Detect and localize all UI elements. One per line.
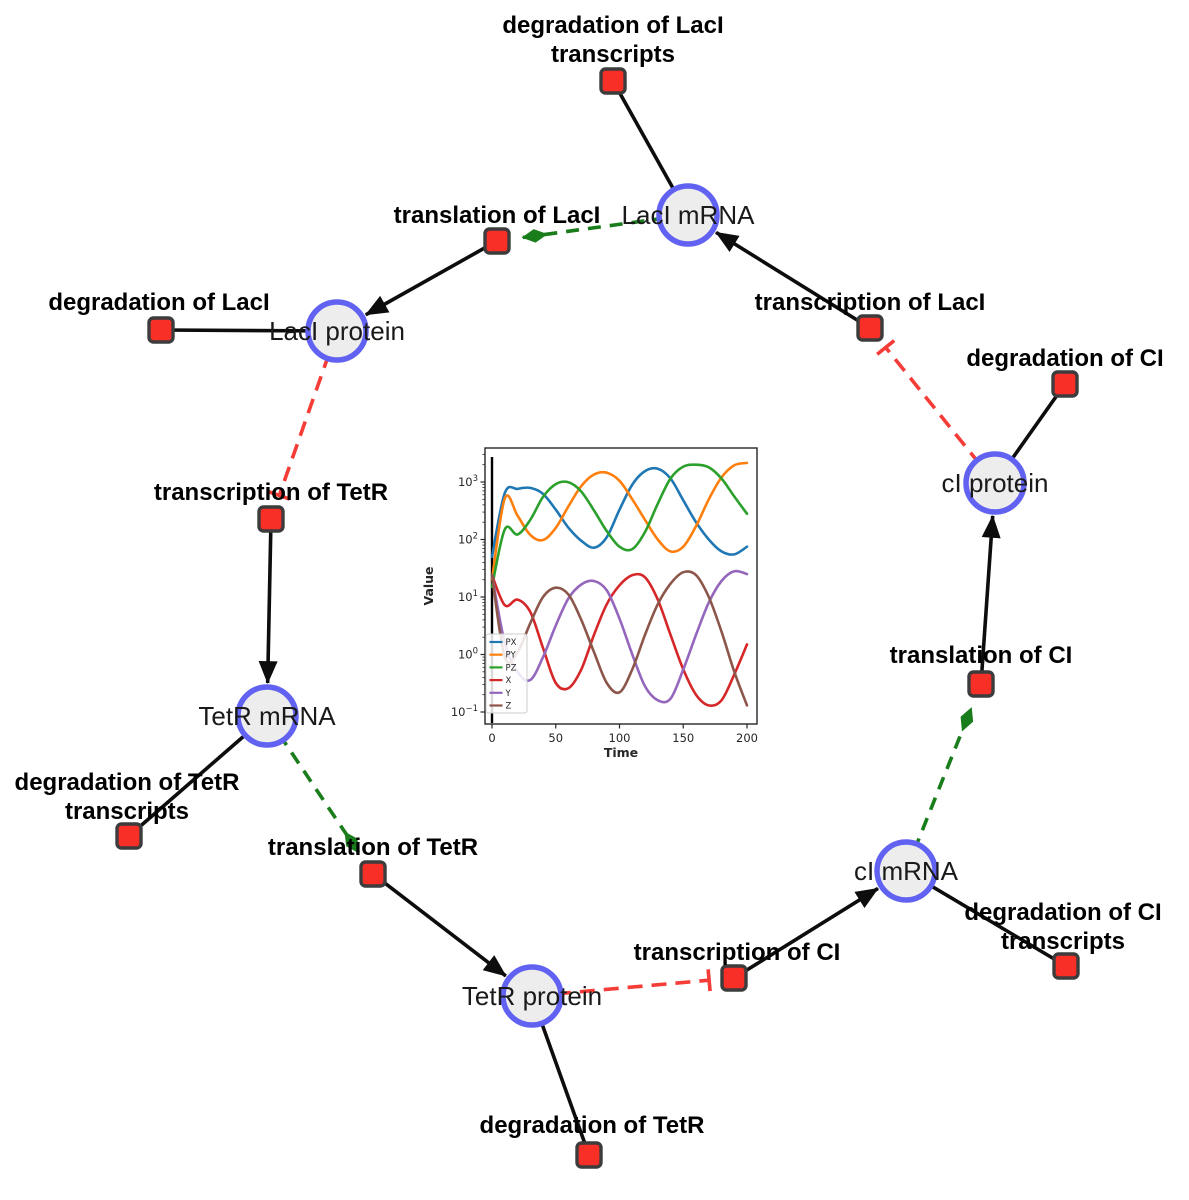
plot-series-group [490, 461, 749, 708]
reaction-node-deg_ci_tx[interactable] [1052, 952, 1080, 980]
time-series-plot: 0 50 100 150 20010310210110010−1TimeValuePXP… [421, 447, 758, 760]
x-tick-label: 50 [548, 731, 563, 745]
legend-label-PX: PX [506, 638, 517, 648]
edge-production-transl_laci-to-laci_protein [364, 239, 498, 317]
plot-frame [484, 447, 758, 725]
x-tick-label: 100 [609, 731, 631, 745]
series-line-PZ [490, 463, 749, 589]
reaction-label-transc_ci: transcription of CI [634, 939, 841, 966]
species-node-tetr_protein[interactable] [500, 964, 564, 1028]
reaction-node-transl_laci[interactable] [483, 227, 511, 255]
series-line-Z [490, 570, 749, 707]
species-label-tetr_mrna: TetR mRNA [198, 701, 336, 731]
reaction-label-transl_ci: translation of CI [890, 642, 1073, 669]
reactions-layer [115, 67, 1080, 1169]
y-tick-label: 103 [458, 474, 478, 489]
series-line-Y [490, 569, 749, 704]
legend-label-Z: Z [506, 702, 512, 712]
labels-layer: LacI mRNA LacI protein TetR mRNA TetR prote… [15, 12, 1164, 1139]
species-node-laci_protein[interactable] [305, 299, 369, 363]
species-label-laci_mrna: LacI mRNA [622, 200, 756, 230]
species-node-ci_protein[interactable] [963, 451, 1027, 515]
y-axis-label: Value [421, 566, 436, 605]
reaction-label-transl_tetr: translation of TetR [268, 834, 478, 861]
reaction-node-transl_ci[interactable] [967, 670, 995, 698]
edge-production-transl_ci-to-ci_protein [979, 514, 1001, 685]
reaction-label-deg_laci: degradation of LacI [48, 289, 269, 316]
edge-production-transl_tetr-to-tetr_protein [371, 872, 507, 978]
reaction-label-deg_ci: degradation of CI [966, 345, 1163, 372]
series-line-PY [490, 461, 749, 581]
reaction-node-deg_laci_tx[interactable] [599, 67, 627, 95]
x-tick-label: 0 [488, 731, 495, 745]
reaction-node-transc_laci[interactable] [856, 314, 884, 342]
legend-label-PZ: PZ [506, 663, 517, 673]
reaction-label-deg_laci_tx-line1: degradation of LacI [502, 12, 723, 39]
reaction-node-transc_tetr[interactable] [257, 505, 285, 533]
reaction-label-deg_tetr_tx-line2: transcripts [65, 798, 189, 825]
y-tick-label: 10−1 [451, 704, 478, 719]
series-line-PX [490, 466, 749, 559]
reaction-label-deg_tetr_tx-line1: degradation of TetR [15, 769, 240, 796]
species-label-ci_mrna: cI mRNA [854, 856, 959, 886]
reaction-node-transl_tetr[interactable] [359, 860, 387, 888]
x-tick-label: 200 [736, 731, 758, 745]
edge-production-transc_tetr-to-tetr_mrna [258, 518, 278, 684]
species-node-tetr_mrna[interactable] [235, 684, 299, 748]
reaction-node-deg_laci[interactable] [147, 316, 175, 344]
y-tick-label: 102 [458, 532, 478, 547]
reaction-node-deg_tetr[interactable] [575, 1141, 603, 1169]
plot-legend: PX PY PZ XYZ [485, 633, 528, 714]
species-label-ci_protein: cI protein [942, 468, 1049, 498]
species-node-laci_mrna[interactable] [656, 183, 720, 247]
species-label-tetr_protein: TetR protein [462, 981, 602, 1011]
reaction-label-deg_ci_tx-line1: degradation of CI [964, 899, 1161, 926]
y-tick-label: 101 [458, 589, 478, 604]
legend-label-PY: PY [506, 651, 517, 661]
reaction-label-transc_tetr: transcription of TetR [154, 479, 388, 506]
reaction-label-deg_ci_tx-line2: transcripts [1001, 928, 1125, 955]
edge-production-transc_laci-to-laci_mrna [715, 230, 871, 330]
species-label-laci_protein: LacI protein [269, 316, 405, 346]
reaction-node-deg_ci[interactable] [1051, 370, 1079, 398]
legend-label-Y: Y [505, 689, 512, 699]
species-node-ci_mrna[interactable] [874, 839, 938, 903]
reaction-label-transl_laci: translation of LacI [394, 202, 601, 229]
x-axis-label: Time [604, 745, 638, 760]
reaction-node-transc_ci[interactable] [720, 964, 748, 992]
y-tick-label: 100 [458, 647, 478, 662]
reaction-label-transc_laci: transcription of LacI [755, 289, 986, 316]
species-layer [235, 183, 1027, 1028]
reaction-label-deg_tetr: degradation of TetR [480, 1112, 705, 1139]
series-line-X [490, 572, 749, 708]
legend-label-X: X [506, 676, 512, 686]
edge-production-transc_ci-to-ci_mrna [733, 886, 879, 980]
x-tick-label: 150 [672, 731, 694, 745]
reaction-node-deg_tetr_tx[interactable] [115, 822, 143, 850]
reaction-label-deg_laci_tx-line2: transcripts [551, 41, 675, 68]
